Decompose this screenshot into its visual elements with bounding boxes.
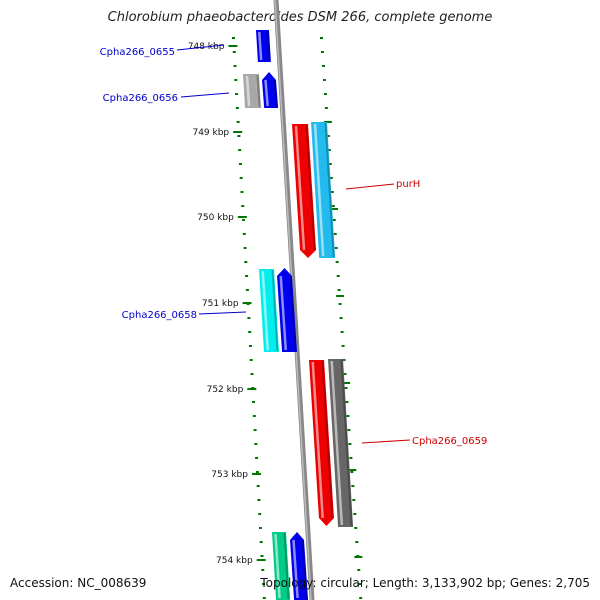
gene-unlabeled-2[interactable] (290, 532, 309, 600)
leader-line (176, 44, 225, 51)
leader-line (361, 439, 411, 444)
genome-title: Chlorobium phaeobacteroides DSM 266, com… (107, 10, 493, 25)
tick-label: 750 kbp (197, 213, 234, 223)
gene-unlabeled-1[interactable] (272, 532, 291, 600)
gene-highlight (261, 270, 269, 351)
gene-highlight (274, 533, 281, 599)
gene-highlight (264, 79, 269, 107)
leader-line (198, 311, 247, 315)
gene-shadow (301, 539, 308, 600)
gene-label[interactable]: Cpha266_0658 (122, 310, 197, 321)
leader-line (345, 183, 395, 190)
gene-purh[interactable] (292, 124, 317, 258)
topology-text: Topology: circular; Length: 3,133,902 bp… (260, 576, 590, 590)
gene-highlight (330, 360, 344, 526)
gene-purh-partner-[interactable] (311, 122, 336, 258)
gene-shadow (283, 532, 290, 600)
gene-shadow (289, 275, 297, 352)
gene-cpha266-0658-partner-[interactable] (277, 268, 298, 352)
gene-cpha266-0656-partner-[interactable] (262, 72, 279, 108)
gene-cpha266-0659-partner-[interactable] (328, 359, 354, 527)
gene-cpha266-0655[interactable] (256, 30, 271, 62)
gene-label[interactable]: Cpha266_0655 (100, 47, 175, 58)
gene-cpha266-0659[interactable] (309, 360, 334, 526)
tick-label: 749 kbp (192, 128, 229, 138)
leader-line (180, 92, 230, 98)
gene-highlight (258, 31, 263, 61)
gene-cpha266-0656[interactable] (243, 74, 262, 108)
gene-highlight (294, 125, 306, 251)
gene-highlight (292, 539, 299, 599)
tick-label: 752 kbp (207, 385, 244, 395)
gene-highlight (313, 123, 325, 257)
gene-cpha266-0658[interactable] (259, 269, 279, 352)
tick-label: 754 kbp (216, 556, 253, 566)
gene-label[interactable]: purH (396, 179, 420, 190)
gene-label[interactable]: Cpha266_0659 (412, 436, 487, 447)
tick-label: 753 kbp (211, 470, 248, 480)
gene-shadow (321, 360, 334, 519)
gene-highlight (245, 75, 251, 107)
gene-shadow (266, 30, 271, 62)
gene-shadow (273, 79, 278, 108)
gene-highlight (279, 275, 288, 351)
accession-text: Accession: NC_008639 (10, 576, 147, 590)
gene-shadow (256, 74, 261, 108)
gene-highlight (311, 361, 324, 519)
gene-shadow (305, 124, 316, 251)
tick-label: 751 kbp (202, 299, 239, 309)
gene-label[interactable]: Cpha266_0656 (103, 93, 178, 104)
gene-shadow (340, 359, 353, 527)
gene-shadow (324, 122, 335, 258)
gene-shadow (271, 269, 279, 352)
backbone-line (273, 0, 315, 600)
label-leaders: Cpha266_0655 Cpha266_0656 purH Cpha266_0658… (100, 44, 487, 447)
gene-features (243, 30, 354, 600)
